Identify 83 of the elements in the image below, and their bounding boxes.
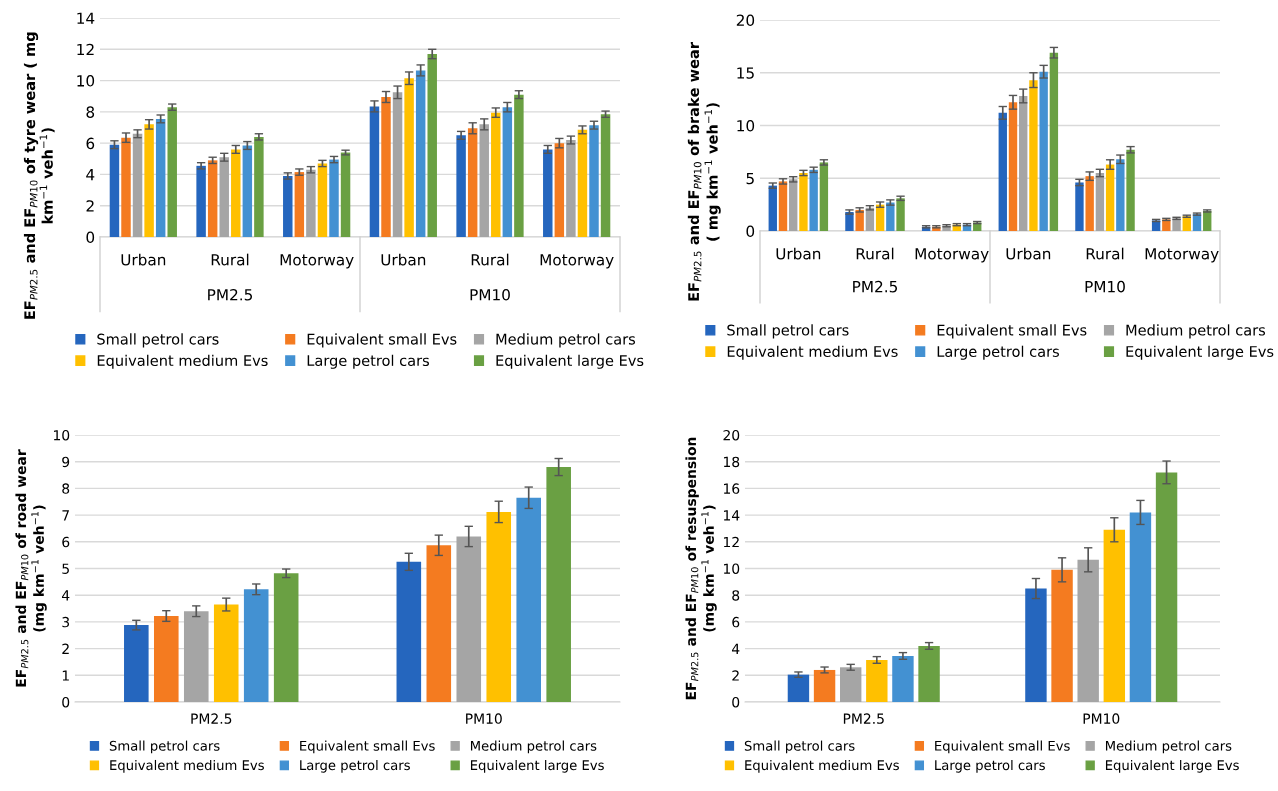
x-tick-label: PM10 — [466, 713, 502, 724]
x-tick-label: PM10 — [1083, 713, 1120, 724]
legend-label: Large petrol cars — [935, 759, 1045, 773]
x-tick-label: Urban — [381, 253, 426, 266]
legend-label: Large petrol cars — [300, 759, 410, 773]
x-tick-label: Rural — [856, 247, 894, 260]
y-tick-label: 12 — [77, 43, 94, 56]
legend-label: Large petrol cars — [307, 354, 429, 369]
y-tick-label: 10 — [737, 119, 755, 132]
x-tick-label: Rural — [211, 253, 249, 266]
y-tick-label: 10 — [53, 429, 70, 441]
y-tick-label: 2 — [86, 200, 94, 212]
y-tick-label: 4 — [731, 643, 740, 654]
legend-label: Equivalent medium Evs — [727, 345, 898, 360]
text: PM10 — [470, 289, 510, 301]
legend-label: Equivalent large Evs — [470, 759, 604, 773]
legend-label: Medium petrol cars — [496, 333, 636, 348]
legend-label: Equivalent small Evs — [935, 740, 1070, 754]
x-tick-label: Motorway — [1145, 248, 1219, 263]
legend-label: Equivalent large Evs — [1126, 345, 1274, 360]
y-tick-label: 7 — [62, 510, 69, 521]
legend-label: Small petrol cars — [727, 324, 849, 339]
y-tick-label: 4 — [86, 169, 95, 181]
legend-label: Large petrol cars — [937, 345, 1059, 360]
y-tick-label: 10 — [723, 563, 740, 574]
y-tick-label: 0 — [746, 225, 755, 238]
x-tick-label: Motorway — [280, 254, 354, 269]
y-tick-label: 6 — [86, 137, 95, 150]
y-tick-label: 1 — [62, 670, 69, 681]
legend-label: Small petrol cars — [109, 740, 220, 754]
y-tick-label: 8 — [62, 483, 70, 494]
x-tick-label: Motorway — [540, 254, 614, 269]
legend-label: Equivalent small Evs — [307, 333, 457, 348]
y-tick-label: 0 — [62, 696, 70, 708]
x-tick-label: Motorway — [915, 248, 989, 263]
y-tick-label: 0 — [86, 231, 95, 244]
y-tick-label: 12 — [723, 536, 739, 548]
legend-label: Medium petrol cars — [1126, 324, 1266, 339]
y-tick-label: 2 — [732, 670, 739, 681]
text: EF$_{PM2.5}$ and EF$_{PM10}$ of road wear (mg km$^{−1}$ veh$^{−1}$) — [15, 449, 47, 687]
legend-label: Equivalent large Evs — [1105, 759, 1239, 773]
x-tick-label: PM2.5 — [843, 713, 884, 724]
y-tick-label: 20 — [723, 429, 740, 441]
y-tick-label: 20 — [736, 14, 755, 27]
y-tick-label: 18 — [723, 456, 740, 468]
y-tick-label: 6 — [732, 616, 740, 628]
text: PM10 — [1085, 280, 1125, 293]
legend-label: Medium petrol cars — [1105, 740, 1232, 754]
x-tick-label: Urban — [776, 247, 821, 260]
x-tick-label: PM2.5 — [191, 713, 232, 724]
y-tick-label: 8 — [732, 590, 740, 601]
x-tick-label: Rural — [471, 253, 509, 266]
legend-label: Equivalent small Evs — [300, 740, 435, 754]
legend-label: Small petrol cars — [97, 333, 219, 348]
y-tick-label: 8 — [86, 106, 95, 118]
legend-label: Equivalent medium Evs — [110, 759, 264, 773]
legend-label: Small petrol cars — [744, 740, 855, 754]
y-tick-label: 14 — [723, 510, 740, 521]
legend-label: Equivalent medium Evs — [745, 759, 899, 773]
legend-label: Medium petrol cars — [470, 740, 597, 754]
legend-label: Equivalent large Evs — [496, 354, 644, 369]
y-tick-label: 10 — [77, 75, 95, 87]
y-tick-label: 15 — [737, 67, 754, 79]
text: EF$_{PM2.5}$ and EF$_{PM10}$ of resuspension (mg km$^{−1}$ veh$^{−1}$) — [685, 437, 717, 700]
x-tick-label: Rural — [1086, 247, 1124, 260]
y-tick-label: 6 — [62, 536, 70, 548]
y-tick-label: 16 — [723, 483, 740, 494]
x-tick-label: Urban — [1006, 247, 1051, 260]
text: EF$_{PM2.5}$ and EF$_{PM10}$ of brake wear ( mg km$^{−1}$ veh$^{−1}$) — [687, 42, 721, 301]
text: PM2.5 — [853, 280, 898, 293]
y-tick-label: 14 — [77, 12, 95, 24]
y-tick-label: 4 — [61, 590, 70, 601]
legend-label: Equivalent medium Evs — [97, 354, 268, 369]
legend-label: Equivalent small Evs — [937, 324, 1087, 339]
y-tick-label: 0 — [732, 696, 740, 708]
text: EF$_{PM2.5}$ and EF$_{PM10}$ of tyre wear ( mg km$^{−1}$ veh$^{−1}$) — [23, 32, 55, 319]
x-tick-label: Urban — [121, 253, 166, 266]
text: PM2.5 — [208, 289, 253, 301]
y-tick-label: 9 — [62, 456, 70, 468]
y-tick-label: 3 — [62, 616, 70, 628]
y-tick-label: 2 — [62, 643, 69, 654]
y-tick-label: 5 — [62, 563, 69, 574]
y-tick-label: 5 — [746, 172, 754, 185]
